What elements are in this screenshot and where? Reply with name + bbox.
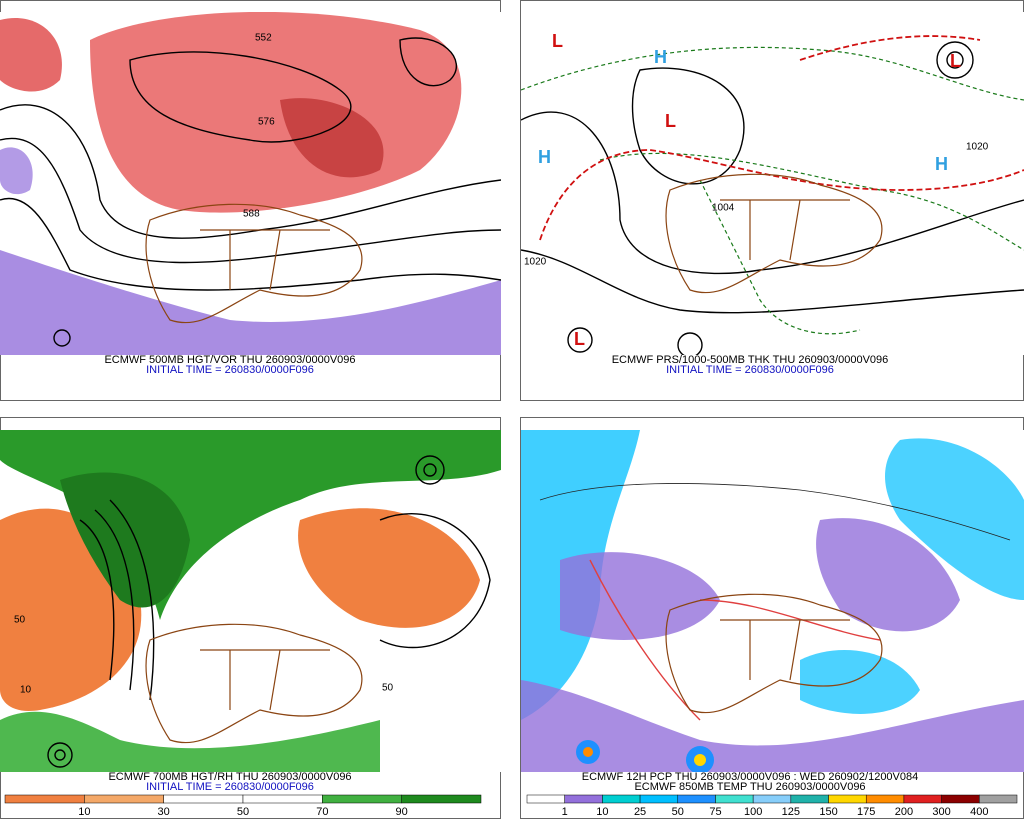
- caption: ECMWF 700MB HGT/RH THU 260903/0000V096: [108, 771, 351, 783]
- low-marker: L: [552, 31, 563, 51]
- color-bar-label: 10: [78, 806, 90, 818]
- color-bar-label: 175: [857, 806, 875, 818]
- color-swatch: [865, 794, 905, 804]
- high-marker: H: [935, 154, 948, 174]
- color-bar-label: 300: [932, 806, 950, 818]
- low-marker: L: [574, 329, 585, 349]
- color-bar-label: 150: [819, 806, 837, 818]
- high-marker: H: [538, 147, 551, 167]
- contour-label: 50: [14, 615, 26, 626]
- color-bar-label: 50: [237, 806, 249, 818]
- color-bar-label: 90: [396, 806, 408, 818]
- color-swatch: [602, 794, 641, 804]
- color-swatch: [639, 794, 679, 804]
- color-bar-label: 200: [895, 806, 913, 818]
- contour-label: 588: [243, 209, 260, 220]
- color-swatch: [677, 794, 716, 804]
- map-500mb: [0, 12, 501, 355]
- color-bar: 10 30 50 70 90: [4, 794, 482, 818]
- color-bar-label: 10: [596, 806, 608, 818]
- color-swatch: [752, 794, 792, 804]
- caption: ECMWF 850MB TEMP THU 260903/0000V096: [634, 781, 865, 793]
- contour-label: 10: [20, 685, 32, 696]
- contour-label: 50: [382, 683, 394, 694]
- contour-label: 552: [255, 33, 272, 44]
- caption: INITIAL TIME = 260830/0000F096: [146, 781, 314, 793]
- color-bar-label: 1: [562, 806, 568, 818]
- low-marker: L: [665, 111, 676, 131]
- high-marker: H: [654, 47, 667, 67]
- map-precip: [521, 430, 1024, 772]
- color-swatch: [163, 794, 244, 804]
- color-swatch: [242, 794, 323, 804]
- caption: ECMWF PRS/1000-500MB THK THU 260903/0000…: [612, 354, 889, 366]
- color-swatch: [322, 794, 402, 804]
- color-swatch: [84, 794, 164, 804]
- color-swatch: [4, 794, 85, 804]
- color-bar-label: 75: [709, 806, 721, 818]
- contour-label: 1004: [712, 203, 735, 214]
- color-swatch: [564, 794, 603, 804]
- contour-label: 1020: [524, 257, 547, 268]
- color-swatch: [828, 794, 867, 804]
- color-bar: 1 10 25 50 75 100 125 150 175 200 300 400: [526, 794, 1018, 818]
- caption: INITIAL TIME = 260830/0000F096: [666, 364, 834, 376]
- color-swatch: [401, 794, 482, 804]
- color-bar-label: 30: [158, 806, 170, 818]
- color-swatch: [790, 794, 829, 804]
- color-bar-label: 125: [782, 806, 800, 818]
- color-swatch: [903, 794, 942, 804]
- color-swatch: [941, 794, 980, 804]
- contour-label: 1020: [966, 142, 989, 153]
- color-bar-label: 25: [634, 806, 646, 818]
- color-swatch: [979, 794, 1018, 804]
- color-bar-label: 400: [970, 806, 988, 818]
- color-bar-label: 50: [672, 806, 684, 818]
- color-swatch: [715, 794, 754, 804]
- color-bar-label: 70: [316, 806, 328, 818]
- map-pressure: [521, 12, 1024, 355]
- caption: ECMWF 500MB HGT/VOR THU 260903/0000V096: [104, 354, 355, 366]
- caption: INITIAL TIME = 260830/0000F096: [146, 364, 314, 376]
- caption: ECMWF 12H PCP THU 260903/0000V096 : WED …: [582, 771, 919, 783]
- contour-label: 576: [258, 117, 275, 128]
- low-marker: L: [950, 51, 961, 71]
- color-swatch: [526, 794, 565, 804]
- map-700mb: [0, 430, 501, 772]
- color-bar-label: 100: [744, 806, 762, 818]
